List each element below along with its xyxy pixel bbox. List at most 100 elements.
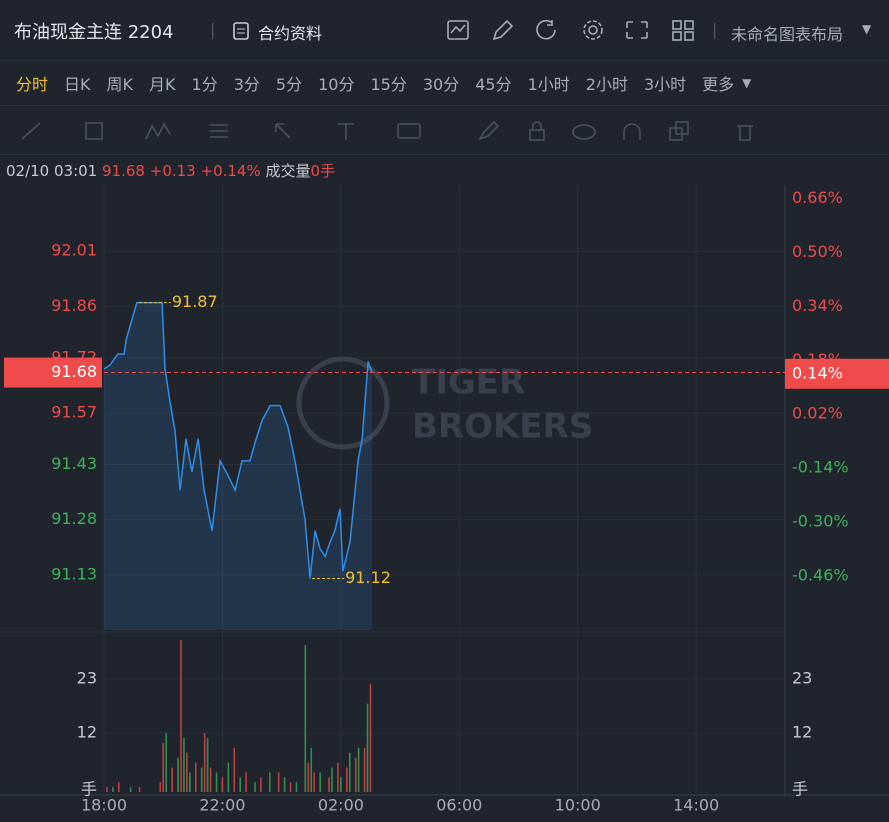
separator: |	[210, 20, 216, 39]
volume-tick-label: 12	[792, 723, 812, 742]
volume-bar	[180, 639, 182, 792]
volume-bar	[159, 782, 162, 792]
x-tick-label: 22:00	[199, 796, 245, 815]
volume-bar	[254, 782, 256, 792]
settings-icon[interactable]	[588, 25, 598, 35]
volume-bar	[177, 757, 179, 792]
y2-tick-label: -0.46%	[792, 566, 849, 585]
volume-bar	[200, 767, 203, 792]
volume-bar	[260, 777, 262, 792]
dropdown-arrow: ▼	[862, 22, 872, 36]
timeframe-button[interactable]: 分时	[16, 74, 49, 94]
last-pct-label: 0.14%	[792, 363, 843, 382]
timeframe-button[interactable]: 30分	[422, 74, 460, 94]
timeframe-button[interactable]: 1小时	[527, 74, 570, 94]
x-tick-label: 02:00	[318, 796, 364, 815]
y-tick-label: 91.28	[51, 509, 97, 528]
indicator-icon[interactable]	[447, 20, 469, 40]
volume-bar	[310, 747, 313, 792]
timeframe-button[interactable]: 日K	[64, 74, 91, 94]
volume-bar	[354, 757, 357, 792]
volume-bar	[221, 777, 224, 792]
timeframe-button[interactable]: 5分	[275, 74, 303, 94]
last-price-tag	[4, 357, 102, 388]
volume-bar	[186, 752, 188, 792]
y2-tick-label: -0.14%	[792, 458, 849, 477]
quote-bar: 02/10 03:01 91.68 +0.13 +0.14% 成交量0手	[6, 160, 335, 181]
y2-tick-label: 0.34%	[792, 296, 843, 315]
last-pct-tag	[785, 358, 889, 389]
volume-bar	[118, 782, 120, 792]
volume-bar	[112, 787, 114, 792]
info-icon[interactable]	[232, 21, 250, 41]
watermark-text: TIGER	[412, 363, 525, 403]
undo-icon[interactable]	[536, 19, 556, 40]
high-label: 91.87	[172, 292, 218, 311]
volume-bar	[366, 703, 369, 792]
volume-bar	[245, 772, 247, 792]
header: 布油现金主连 2204 | 合约资料 | 未命名图表布局 ▼	[0, 0, 889, 61]
info-button[interactable]: 合约资料	[258, 24, 323, 43]
x-tick-label: 18:00	[81, 796, 127, 815]
timeframe-bar: 分时 日K 周K 月K 1分 3分 5分 10分 15分 30分 45分 1小时 2小时 3小时 更多 ▼	[0, 60, 889, 105]
volume-bar	[183, 738, 185, 792]
volume-bar	[165, 733, 167, 792]
timeframe-button[interactable]: 3分	[233, 74, 260, 94]
quote-change: +0.13	[149, 162, 196, 180]
volume-bar	[289, 782, 292, 792]
fullscreen-icon[interactable]	[626, 21, 648, 39]
volume-bar	[203, 733, 206, 792]
volume-bar	[304, 644, 307, 792]
timeframe-button[interactable]: 1分	[191, 74, 218, 94]
volume-bar	[357, 747, 360, 792]
y2-tick-label: 0.18%	[792, 350, 843, 369]
volume-bar	[337, 762, 339, 792]
volume-bar	[340, 777, 342, 792]
volume-tick-label: 23	[77, 669, 97, 688]
volume-bar	[348, 752, 351, 792]
layout-button[interactable]: 未命名图表布局	[731, 25, 844, 44]
timeframe-button[interactable]: 45分	[475, 74, 512, 94]
y-tick-label: 92.01	[51, 241, 97, 260]
volume-bar	[328, 777, 330, 792]
volume-bar	[138, 787, 141, 792]
volume-bar	[319, 772, 321, 792]
quote-time: 02/10 03:01	[6, 162, 98, 180]
watermark-text: BROKERS	[412, 407, 593, 447]
y-tick-label: 91.86	[51, 296, 97, 315]
more-button[interactable]: 更多	[702, 74, 735, 94]
y-tick-label: 91.57	[51, 403, 97, 422]
volume-bar	[369, 684, 372, 792]
volume-label: 成交量	[265, 162, 311, 180]
volume-bar	[194, 762, 197, 792]
volume-bar	[269, 772, 271, 792]
price-line	[103, 301, 373, 579]
timeframe-button[interactable]: 周K	[106, 74, 134, 94]
timeframe-button[interactable]: 10分	[318, 74, 355, 94]
volume-bar	[283, 777, 286, 792]
timeframe-button[interactable]: 15分	[370, 74, 407, 94]
timeframe-button[interactable]: 3小时	[643, 74, 687, 94]
timeframe-button[interactable]: 2小时	[585, 74, 628, 94]
timeframe-button[interactable]: 月K	[149, 74, 176, 94]
toolbar-icons	[21, 120, 753, 141]
volume-unit: 手	[792, 780, 808, 799]
volume-bar	[345, 767, 348, 792]
y2-tick-label: 0.50%	[792, 242, 843, 261]
y-tick-label: 91.72	[51, 347, 97, 366]
volume-bar	[313, 772, 316, 792]
x-tick-label: 06:00	[436, 796, 482, 815]
x-tick-label: 14:00	[673, 796, 719, 815]
y2-tick-label: 0.66%	[792, 188, 843, 207]
y2-tick-label: -0.30%	[792, 512, 849, 531]
volume-bar	[162, 742, 165, 792]
volume-bar	[189, 772, 191, 792]
volume-bar	[215, 772, 218, 792]
volume-bar	[227, 762, 230, 792]
title: 布油现金主连 2204	[14, 22, 174, 43]
volume-bar	[295, 782, 298, 792]
draw-icon[interactable]	[492, 19, 514, 41]
volume-bar	[206, 738, 209, 792]
volume-unit: 手	[81, 780, 97, 799]
